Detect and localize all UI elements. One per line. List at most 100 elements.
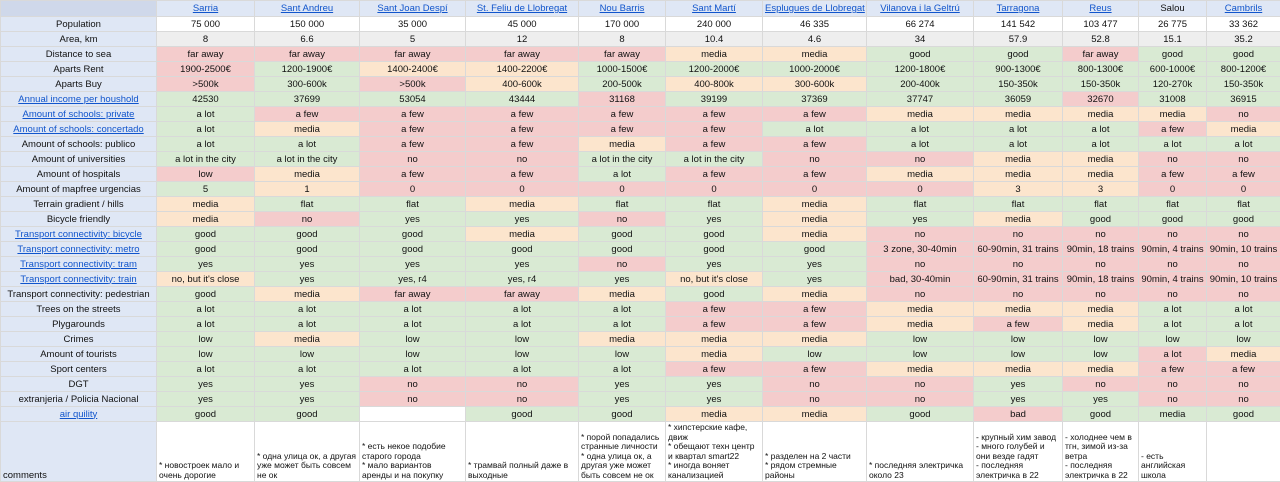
table-cell[interactable]: good [466,407,579,422]
table-cell[interactable]: a lot [157,317,255,332]
comment-cell[interactable]: * хипстерские кафе, движ * обещают техн … [666,422,763,482]
table-cell[interactable]: a few [1139,122,1207,137]
city-header[interactable]: Cambrils [1207,1,1280,17]
table-cell[interactable]: good [255,407,360,422]
table-cell[interactable]: media [867,107,974,122]
table-cell[interactable]: yes [666,392,763,407]
table-cell[interactable]: yes [157,392,255,407]
table-cell[interactable]: good [1139,47,1207,62]
table-cell[interactable]: media [1063,317,1139,332]
table-cell[interactable]: good [666,242,763,257]
table-cell[interactable]: no [867,257,974,272]
table-cell[interactable]: media [579,287,666,302]
table-cell[interactable]: low [360,347,466,362]
city-link[interactable]: Reus [1089,3,1111,14]
table-cell[interactable]: good [1139,212,1207,227]
table-cell[interactable]: flat [579,197,666,212]
table-cell[interactable]: low [157,332,255,347]
table-cell[interactable]: media [867,167,974,182]
table-cell[interactable]: a few [666,362,763,377]
table-cell[interactable]: media [157,197,255,212]
table-cell[interactable]: 1200-2000€ [666,62,763,77]
table-cell[interactable]: good [763,242,867,257]
table-cell[interactable]: no [1139,287,1207,302]
table-cell[interactable]: far away [360,47,466,62]
table-cell[interactable]: no [360,152,466,167]
table-cell[interactable]: low [867,347,974,362]
table-cell[interactable]: 120-270k [1139,77,1207,92]
table-cell[interactable]: no [1139,377,1207,392]
table-cell[interactable]: a lot [255,302,360,317]
table-cell[interactable]: 0 [867,182,974,197]
table-cell[interactable]: yes [255,377,360,392]
table-cell[interactable]: yes, r4 [466,272,579,287]
table-cell[interactable]: low [255,347,360,362]
city-link[interactable]: Sant Andreu [281,3,333,14]
table-cell[interactable]: yes [1063,392,1139,407]
table-cell[interactable]: a few [763,317,867,332]
table-cell[interactable]: low [1063,347,1139,362]
table-cell[interactable]: flat [255,197,360,212]
table-cell[interactable]: 34 [867,32,974,47]
table-cell[interactable]: 66 274 [867,17,974,32]
table-cell[interactable]: good [974,47,1063,62]
table-cell[interactable]: good [1207,407,1280,422]
table-cell[interactable]: good [157,287,255,302]
table-cell[interactable]: a few [763,167,867,182]
table-cell[interactable]: 90min, 4 trains [1139,242,1207,257]
table-cell[interactable]: no [763,377,867,392]
table-cell[interactable]: yes [666,257,763,272]
table-cell[interactable]: a few [666,167,763,182]
table-cell[interactable]: 300-600k [763,77,867,92]
table-cell[interactable]: 150-350k [1063,77,1139,92]
table-cell[interactable]: good [466,242,579,257]
table-cell[interactable]: 4.6 [763,32,867,47]
table-cell[interactable]: 141 542 [974,17,1063,32]
table-cell[interactable]: a lot [255,137,360,152]
table-cell[interactable]: no [1139,227,1207,242]
city-header[interactable]: Nou Barris [579,1,666,17]
table-cell[interactable]: media [666,332,763,347]
table-cell[interactable]: 15.1 [1139,32,1207,47]
table-cell[interactable]: a lot [974,137,1063,152]
table-cell[interactable]: good [666,227,763,242]
table-cell[interactable]: a few [666,107,763,122]
table-cell[interactable]: no [255,212,360,227]
table-cell[interactable]: low [579,347,666,362]
table-cell[interactable]: 200-500k [579,77,666,92]
table-cell[interactable]: >500k [360,77,466,92]
table-cell[interactable]: good [255,227,360,242]
row-label[interactable]: Transport connectivity: train [1,272,157,287]
table-cell[interactable]: a lot [763,122,867,137]
city-header[interactable]: Esplugues de Llobregat [763,1,867,17]
table-cell[interactable]: yes [255,272,360,287]
table-cell[interactable]: 1200-1800€ [867,62,974,77]
table-cell[interactable]: a lot [974,122,1063,137]
table-cell[interactable]: a lot [1063,122,1139,137]
table-cell[interactable]: 1000-1500€ [579,62,666,77]
table-cell[interactable]: yes [579,272,666,287]
table-cell[interactable]: media [974,152,1063,167]
table-cell[interactable]: a few [763,137,867,152]
table-cell[interactable]: 800-1200€ [1207,62,1280,77]
table-cell[interactable]: low [974,347,1063,362]
table-cell[interactable]: a lot [579,362,666,377]
table-cell[interactable]: low [360,332,466,347]
table-cell[interactable]: good [157,227,255,242]
table-cell[interactable]: a few [1207,167,1280,182]
table-cell[interactable]: far away [360,287,466,302]
table-cell[interactable]: no [466,392,579,407]
table-cell[interactable]: yes [157,377,255,392]
table-cell[interactable]: 90min, 18 trains [1063,272,1139,287]
table-cell[interactable]: no [867,227,974,242]
city-header[interactable]: Tarragona [974,1,1063,17]
comment-cell[interactable]: - крупный хим завод - много голубей и он… [974,422,1063,482]
table-cell[interactable]: 37747 [867,92,974,107]
table-cell[interactable]: a few [360,137,466,152]
table-cell[interactable]: media [255,167,360,182]
table-cell[interactable]: flat [360,197,466,212]
table-cell[interactable]: 6.6 [255,32,360,47]
table-cell[interactable]: 60-90min, 31 trains [974,242,1063,257]
table-cell[interactable]: a lot [1139,137,1207,152]
table-cell[interactable]: no [974,287,1063,302]
